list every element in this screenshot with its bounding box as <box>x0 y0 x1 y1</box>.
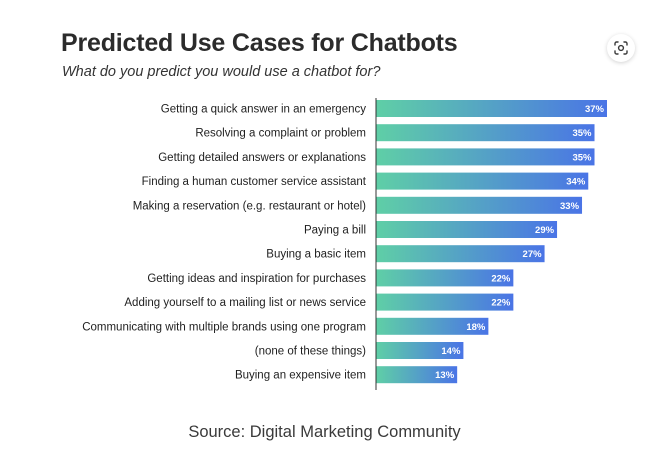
source-caption: Source: Digital Marketing Community <box>188 423 461 441</box>
category-label: Making a reservation (e.g. restaurant or… <box>133 200 366 212</box>
bar <box>376 100 607 117</box>
category-label: Getting a quick answer in an emergency <box>161 104 366 116</box>
bars-layer: Getting a quick answer in an emergency 37… <box>82 100 607 384</box>
value-label: 18% <box>466 322 486 333</box>
category-label: Paying a bill <box>304 225 366 237</box>
value-label: 33% <box>560 201 580 212</box>
value-label: 27% <box>523 249 543 260</box>
category-label: Getting ideas and inspiration for purcha… <box>147 273 366 285</box>
bar <box>376 269 514 287</box>
category-label: Communicating with multiple brands using… <box>82 321 366 333</box>
google-lens-icon <box>614 41 628 55</box>
bar <box>376 342 464 359</box>
value-label: 22% <box>491 273 511 284</box>
category-label: Getting detailed answers or explanations <box>158 152 366 164</box>
google-lens-button[interactable] <box>607 34 635 62</box>
value-label: 22% <box>491 298 511 309</box>
category-label: Finding a human customer service assista… <box>142 176 367 188</box>
value-label: 13% <box>435 370 455 381</box>
category-label: (none of these things) <box>255 346 366 358</box>
bar <box>376 148 595 166</box>
chart-title: Predicted Use Cases for Chatbots <box>61 29 458 57</box>
value-label: 14% <box>441 346 461 357</box>
bar <box>376 172 589 190</box>
bar <box>376 196 583 214</box>
value-label: 29% <box>535 225 555 236</box>
value-label: 34% <box>566 177 586 188</box>
category-label: Buying an expensive item <box>235 370 366 382</box>
bar <box>376 293 514 311</box>
value-label: 35% <box>572 152 592 163</box>
bar <box>376 124 595 142</box>
bar <box>376 366 458 384</box>
bar <box>376 221 558 238</box>
chart-card <box>55 22 640 414</box>
category-label: Buying a basic item <box>266 249 366 261</box>
category-label: Resolving a complaint or problem <box>195 128 366 140</box>
bar <box>376 245 545 263</box>
bar <box>376 317 489 335</box>
chart-subtitle: What do you predict you would use a chat… <box>62 64 381 80</box>
category-label: Adding yourself to a mailing list or new… <box>124 297 366 309</box>
value-label: 37% <box>585 104 605 115</box>
value-label: 35% <box>572 128 592 139</box>
